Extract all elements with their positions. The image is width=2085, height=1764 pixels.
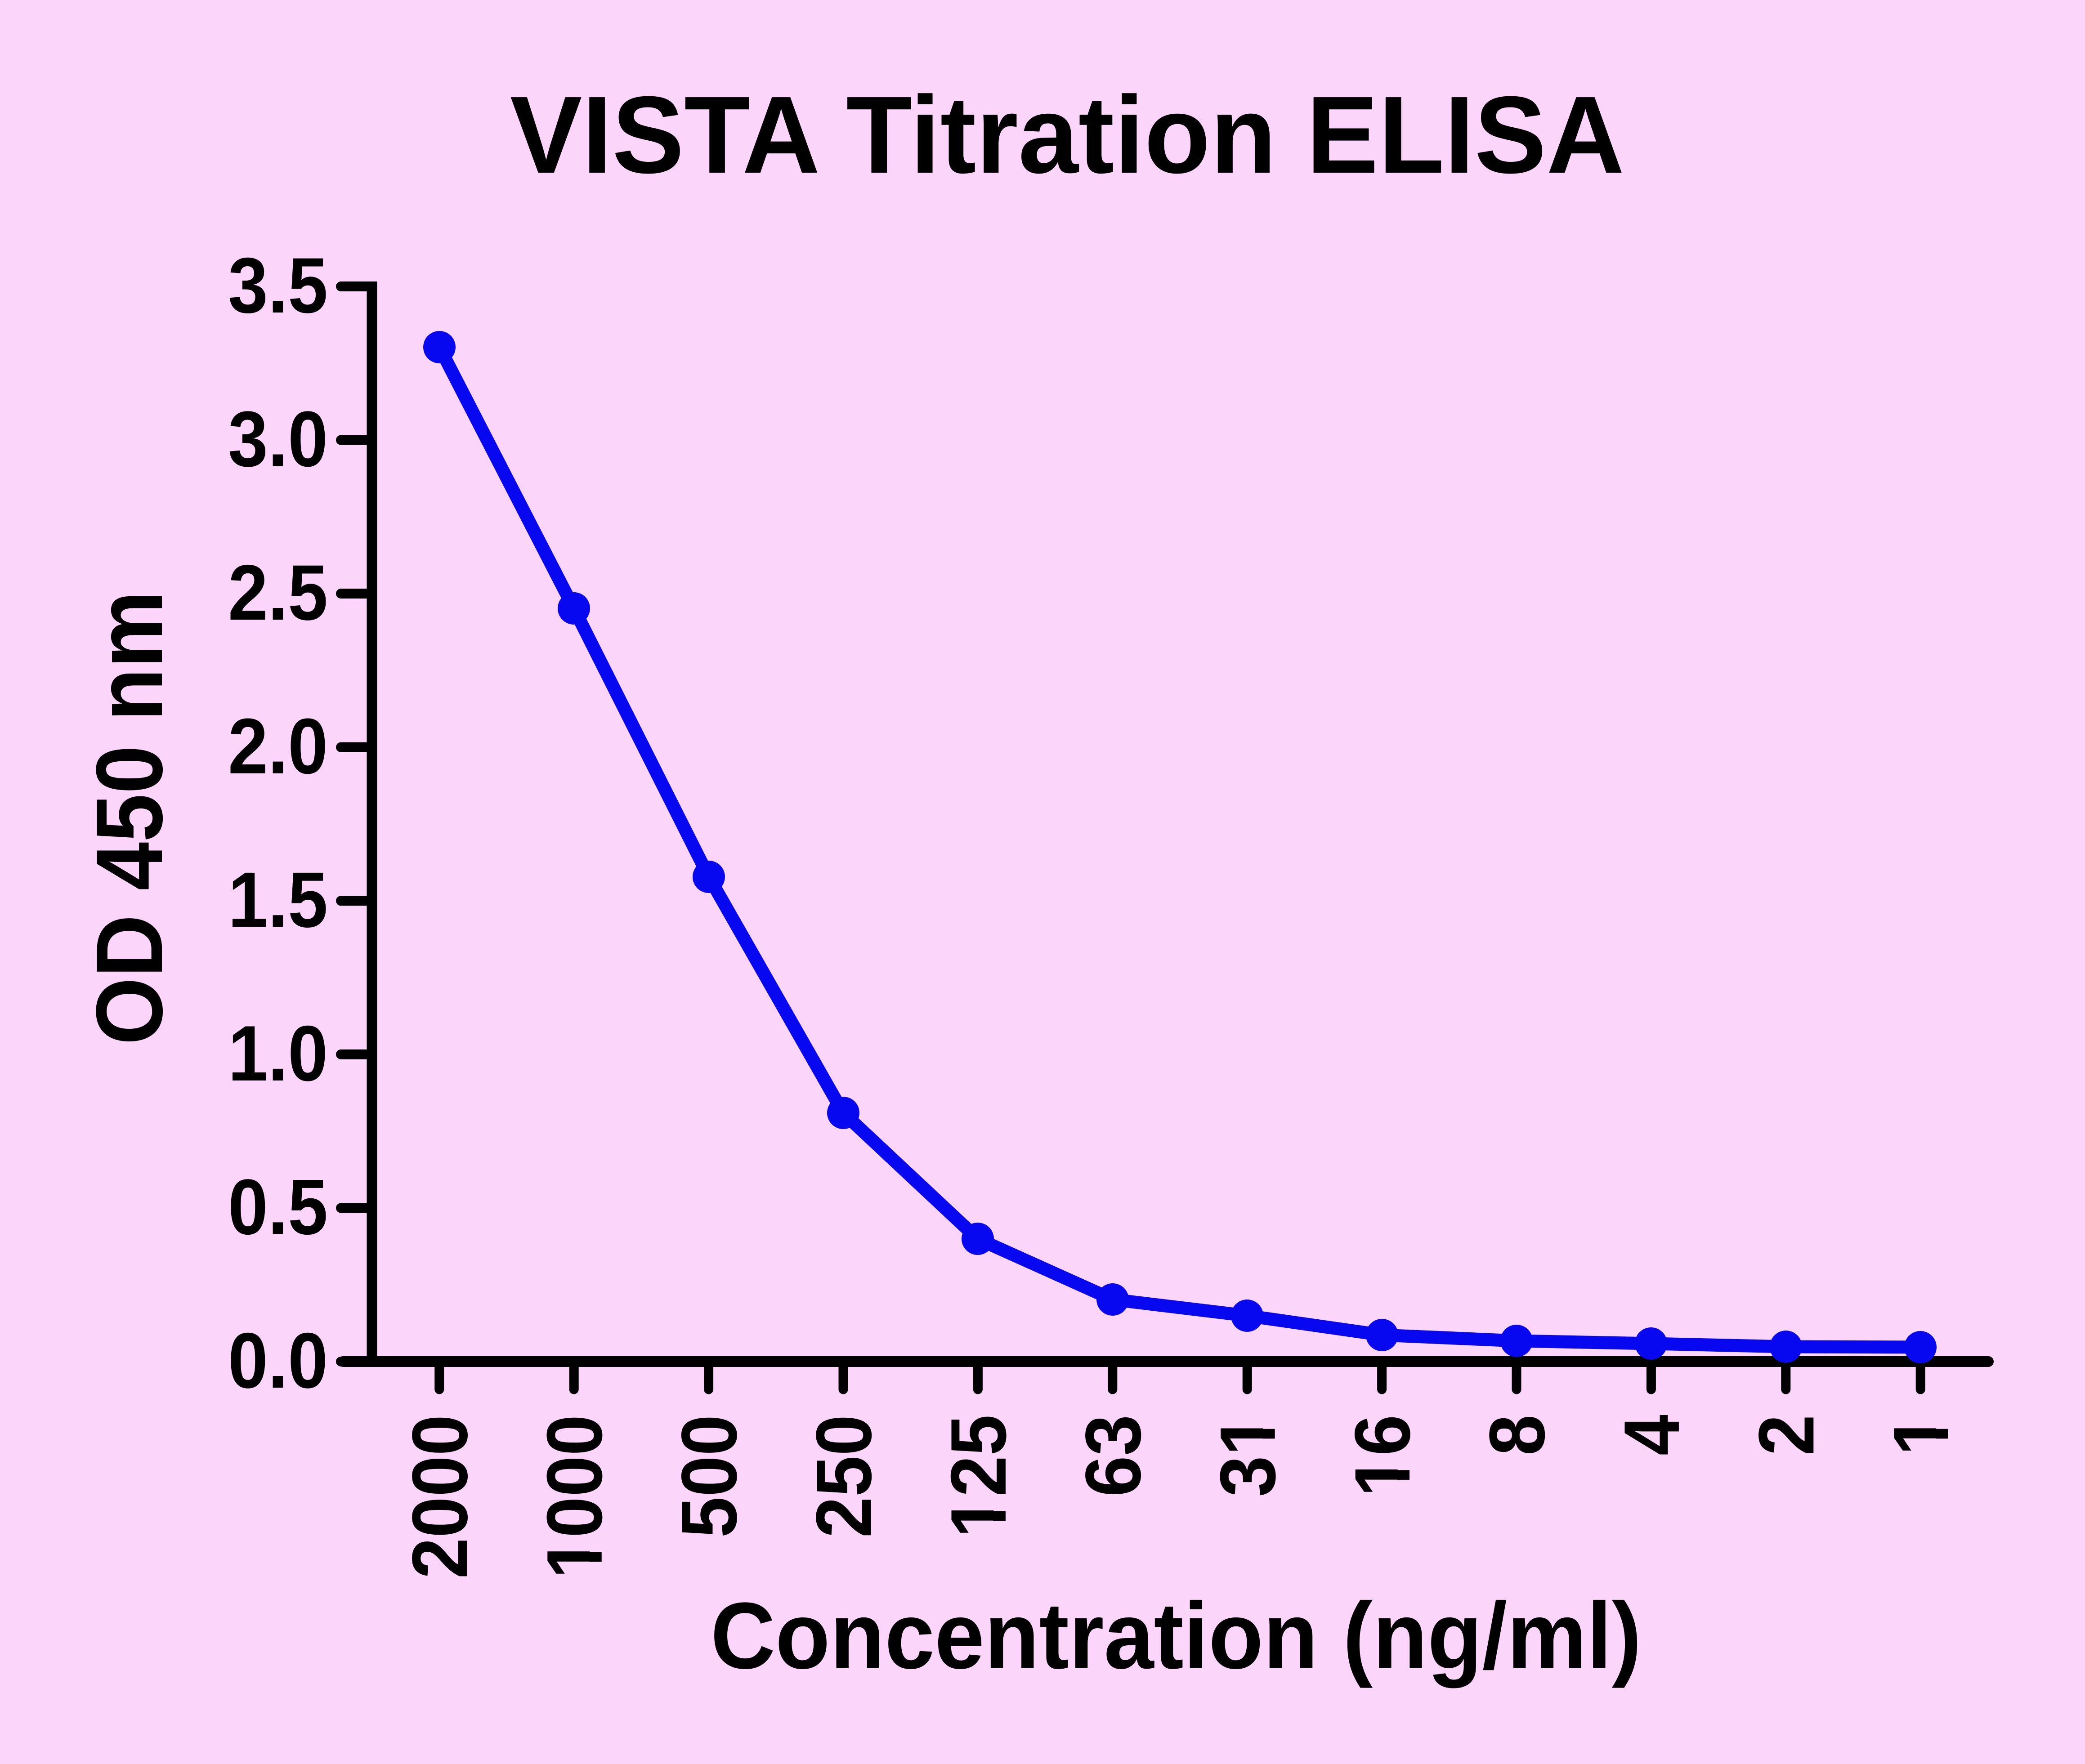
svg-text:125: 125: [935, 1415, 1023, 1538]
svg-text:Concentration (ng/ml): Concentration (ng/ml): [711, 1583, 1642, 1688]
svg-text:250: 250: [801, 1415, 888, 1538]
svg-text:1: 1: [1878, 1415, 1965, 1456]
svg-text:1000: 1000: [531, 1415, 619, 1579]
svg-text:3.0: 3.0: [228, 396, 328, 483]
svg-text:0.0: 0.0: [228, 1317, 328, 1405]
svg-text:OD 450 nm: OD 450 nm: [76, 591, 182, 1045]
svg-text:2000: 2000: [396, 1415, 484, 1579]
svg-text:31: 31: [1204, 1415, 1292, 1497]
svg-text:2.5: 2.5: [228, 549, 328, 637]
svg-text:500: 500: [666, 1415, 753, 1538]
svg-text:1.5: 1.5: [228, 856, 328, 944]
svg-text:63: 63: [1069, 1415, 1157, 1497]
svg-text:2.0: 2.0: [228, 703, 328, 790]
svg-text:4: 4: [1608, 1415, 1696, 1456]
svg-text:VISTA Titration ELISA: VISTA Titration ELISA: [510, 73, 1624, 196]
svg-text:16: 16: [1339, 1415, 1427, 1497]
svg-text:1.0: 1.0: [228, 1010, 328, 1098]
svg-text:3.5: 3.5: [228, 242, 328, 330]
svg-text:8: 8: [1474, 1415, 1562, 1456]
svg-text:0.5: 0.5: [228, 1163, 328, 1251]
svg-text:2: 2: [1743, 1415, 1830, 1456]
